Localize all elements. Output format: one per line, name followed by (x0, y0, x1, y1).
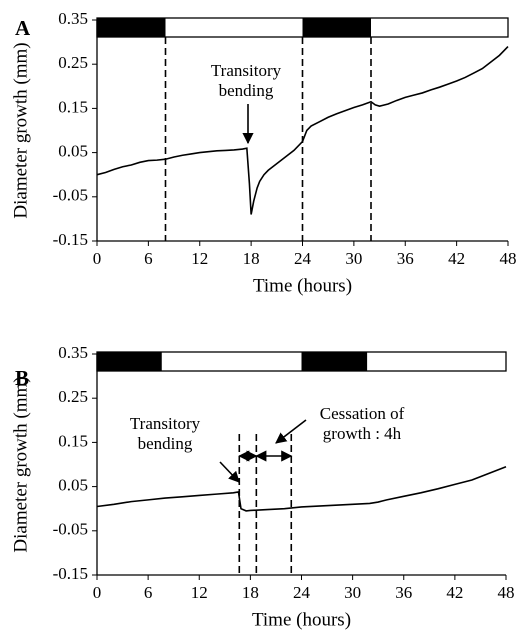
annotation: bending (138, 434, 193, 453)
y-axis-label: Diameter growth (mm) (10, 42, 31, 218)
y-tick-label: 0.35 (58, 9, 88, 28)
annotation: Cessation of (320, 404, 405, 423)
y-tick-label: -0.15 (53, 230, 88, 249)
x-tick-label: 36 (395, 583, 412, 602)
y-tick-label: 0.05 (58, 476, 88, 495)
x-tick-label: 30 (345, 249, 362, 268)
y-tick-label: -0.15 (53, 564, 88, 583)
panel-label: A (15, 16, 31, 40)
x-tick-label: 42 (448, 249, 465, 268)
x-tick-label: 12 (191, 583, 208, 602)
x-tick-label: 36 (397, 249, 414, 268)
y-tick-label: 0.15 (58, 431, 88, 450)
dark-period (302, 18, 371, 37)
x-tick-label: 48 (498, 583, 515, 602)
x-tick-label: 42 (446, 583, 463, 602)
x-tick-label: 30 (344, 583, 361, 602)
y-axis-label: Diameter growth (mm) (10, 376, 31, 552)
x-tick-label: 24 (293, 583, 311, 602)
y-tick-label: -0.05 (53, 186, 88, 205)
x-axis-label: Time (hours) (252, 609, 351, 630)
panel-label: B (15, 366, 29, 390)
x-tick-label: 18 (242, 583, 259, 602)
y-tick-label: 0.15 (58, 97, 88, 116)
annotation: growth : 4h (323, 424, 402, 443)
x-tick-label: 18 (243, 249, 260, 268)
y-tick-label: 0.25 (58, 53, 88, 72)
x-tick-label: 24 (294, 249, 312, 268)
annotation: bending (219, 81, 274, 100)
annotation: Transitory (130, 414, 201, 433)
x-tick-label: 6 (144, 583, 153, 602)
y-tick-label: 0.05 (58, 142, 88, 161)
x-tick-label: 48 (500, 249, 517, 268)
dark-period (301, 352, 368, 371)
x-tick-label: 0 (93, 583, 102, 602)
data-line (96, 465, 507, 512)
annotation: Transitory (211, 61, 282, 80)
x-axis-label: Time (hours) (253, 275, 352, 296)
x-tick-label: 12 (191, 249, 208, 268)
y-tick-label: 0.35 (58, 343, 88, 362)
x-tick-label: 6 (144, 249, 153, 268)
annotation-arrow (275, 419, 307, 444)
x-tick-label: 0 (93, 249, 102, 268)
dark-period (97, 18, 166, 37)
y-tick-label: 0.25 (58, 387, 88, 406)
annotation-arrow (219, 461, 240, 483)
data-line (96, 45, 509, 215)
y-tick-label: -0.05 (53, 520, 88, 539)
dark-period (97, 352, 162, 371)
